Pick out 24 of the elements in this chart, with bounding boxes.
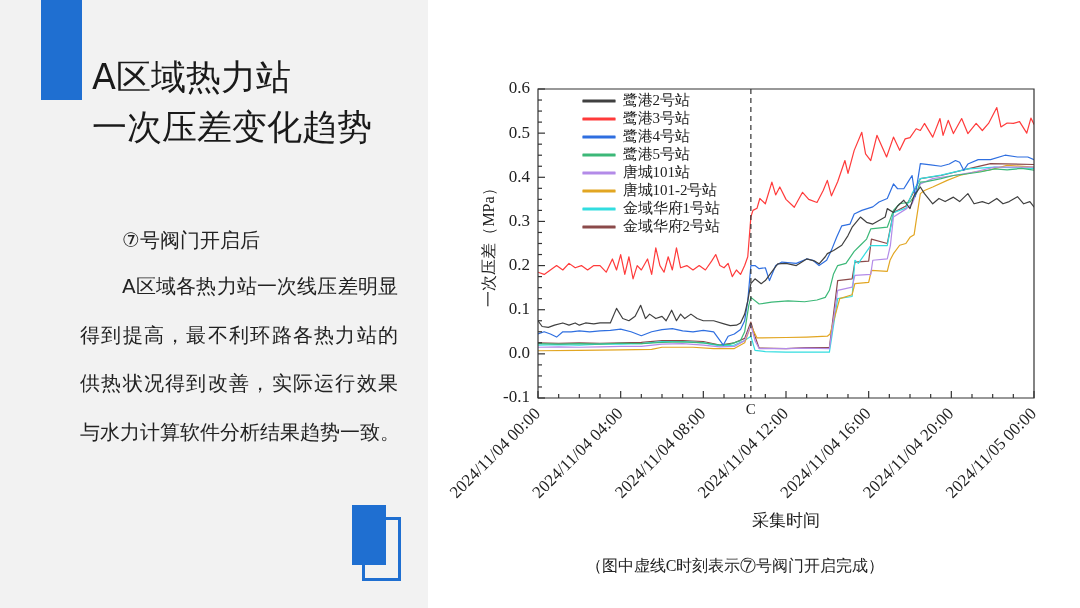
y-tick-label: 0.2 xyxy=(508,255,530,275)
x-axis-title: 采集时间 xyxy=(752,511,820,531)
legend-label: 唐城101-2号站 xyxy=(622,181,718,198)
legend-label: 金域华府1号站 xyxy=(622,199,720,216)
text: ⑦号阀门开启后 xyxy=(122,228,260,252)
y-tick-label: 0.5 xyxy=(508,122,530,142)
y-axis-title: 一次压差（MPa） xyxy=(479,180,497,307)
legend-label: 鹭港4号站 xyxy=(622,127,690,144)
y-tick-label: 0.6 xyxy=(508,78,530,98)
text: A区域热力站 xyxy=(92,56,291,99)
y-tick-label: 0.0 xyxy=(508,343,530,363)
text: 一次压差变化趋势 xyxy=(92,106,372,149)
legend-label: 金域华府2号站 xyxy=(622,217,720,234)
y-tick-label: -0.1 xyxy=(503,387,530,407)
y-tick-label: 0.4 xyxy=(508,166,531,186)
y-tick-label: 0.3 xyxy=(508,210,530,230)
ref-line-label: C xyxy=(745,401,756,418)
legend-label: 唐城101站 xyxy=(622,163,690,180)
y-tick-label: 0.1 xyxy=(508,299,530,319)
text: A区域各热力站一次线压差明显得到提高，最不利环路各热力站的供热状况得到改善，实际运行效果与水力计算软件分析结果趋势一致。 xyxy=(80,274,400,444)
legend-label: 鹭港5号站 xyxy=(622,145,690,162)
text: （图中虚线C时刻表示⑦号阀门开启完成） xyxy=(584,556,886,576)
legend-label: 鹭港3号站 xyxy=(622,109,690,126)
legend-label: 鹭港2号站 xyxy=(622,91,690,108)
